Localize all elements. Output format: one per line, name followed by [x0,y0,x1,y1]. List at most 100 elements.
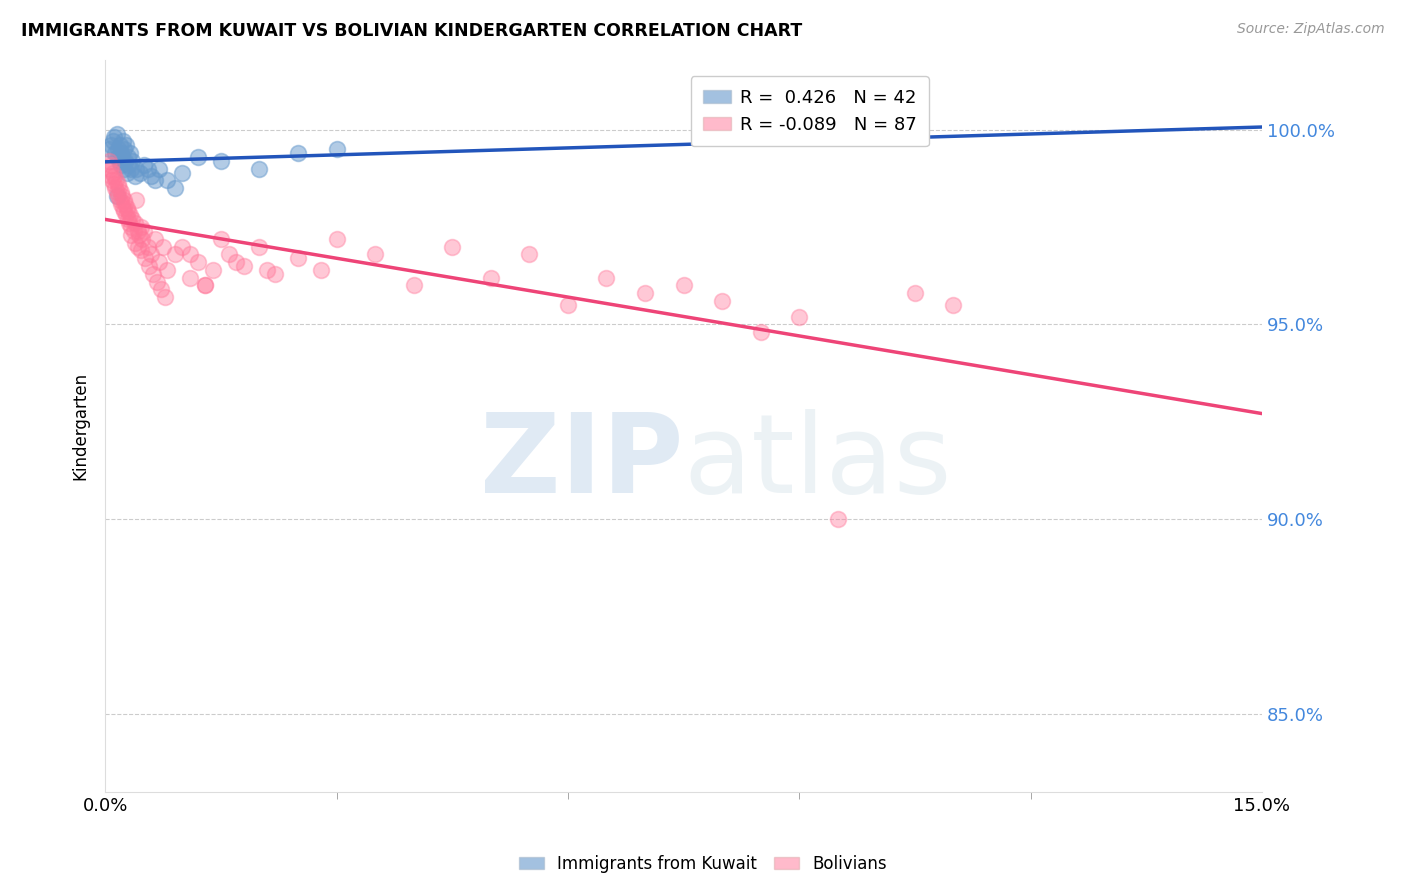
Point [118,216,141,230]
Legend: R =  0.426   N = 42, R = -0.089   N = 87: R = 0.426 N = 42, R = -0.089 N = 87 [690,76,929,146]
Point [149,282,172,296]
Point [517,247,540,261]
Point [179,270,201,285]
Point [107,142,129,156]
Point [711,293,734,308]
Point [107,150,129,164]
Point [117,150,139,164]
Point [364,247,387,261]
Text: Source: ZipAtlas.com: Source: ZipAtlas.com [1237,22,1385,37]
Point [209,232,232,246]
Point [111,150,134,164]
Point [249,239,271,253]
Point [634,286,657,301]
Text: ZIP: ZIP [481,409,683,516]
Point [787,310,810,324]
Point [100,138,122,153]
Point [325,232,347,246]
Point [117,204,139,219]
Point [110,158,132,172]
Point [209,153,232,168]
Point [114,153,136,168]
Point [942,298,965,312]
Point [110,185,132,199]
Point [117,158,139,172]
Point [202,263,225,277]
Point [115,208,138,222]
Point [187,150,209,164]
Point [163,181,186,195]
Point [108,193,131,207]
Point [441,239,464,253]
Point [156,173,179,187]
Point [124,216,146,230]
Point [129,165,152,179]
Point [104,181,127,195]
Point [131,244,153,258]
Point [124,235,146,250]
Point [128,227,150,242]
Point [107,178,129,192]
Point [108,138,131,153]
Point [108,153,131,168]
Point [104,146,127,161]
Point [557,298,579,312]
Point [114,142,136,156]
Point [148,161,170,176]
Point [101,165,124,179]
Point [143,232,166,246]
Point [115,165,138,179]
Point [156,263,179,277]
Point [187,255,209,269]
Point [827,512,849,526]
Point [309,263,332,277]
Point [114,196,136,211]
Point [103,178,125,192]
Point [122,224,145,238]
Point [138,259,160,273]
Point [249,161,271,176]
Point [114,204,136,219]
Point [141,169,163,184]
Point [100,158,122,172]
Point [256,263,278,277]
Point [402,278,425,293]
Point [194,278,217,293]
Point [125,161,148,176]
Point [111,201,134,215]
Text: IMMIGRANTS FROM KUWAIT VS BOLIVIAN KINDERGARTEN CORRELATION CHART: IMMIGRANTS FROM KUWAIT VS BOLIVIAN KINDE… [21,22,803,40]
Point [172,239,194,253]
Point [136,161,159,176]
Point [107,189,129,203]
Point [179,247,201,261]
Y-axis label: Kindergarten: Kindergarten [72,372,89,480]
Point [103,169,125,184]
Point [124,169,146,184]
Point [127,239,149,253]
Point [127,224,149,238]
Point [110,146,132,161]
Point [263,267,285,281]
Point [98,161,121,176]
Point [120,227,142,242]
Point [105,185,128,199]
Point [108,181,131,195]
Point [111,134,134,148]
Point [325,142,347,156]
Point [131,232,153,246]
Point [101,134,124,148]
Point [103,130,125,145]
Point [904,122,927,136]
Point [118,146,141,161]
Point [172,165,194,179]
Point [141,247,163,261]
Point [142,267,165,281]
Point [148,255,170,269]
Point [152,239,174,253]
Point [101,173,124,187]
Point [153,290,176,304]
Point [163,247,186,261]
Point [143,173,166,187]
Point [134,251,156,265]
Point [120,220,142,235]
